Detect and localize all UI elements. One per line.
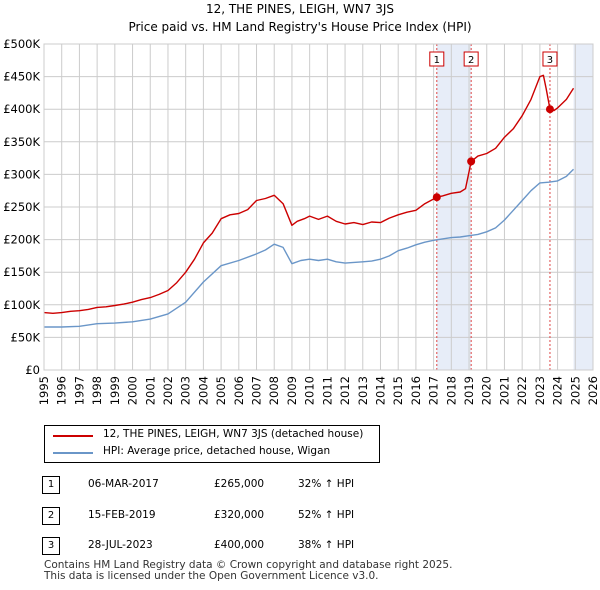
x-tick-label: 2016 [409, 376, 423, 405]
y-tick-label: £500K [3, 37, 40, 51]
legend-label-hpi: HPI: Average price, detached house, Wiga… [103, 445, 331, 457]
sale-number-badge: 2 [42, 507, 60, 525]
sale-row: 2 15-FEB-2019 £320,000 52% ↑ HPI [0, 507, 600, 529]
y-tick-label: £350K [3, 135, 40, 149]
sale-date: 15-FEB-2019 [88, 509, 156, 521]
y-tick-label: £100K [3, 298, 40, 312]
sale-row: 3 28-JUL-2023 £400,000 38% ↑ HPI [0, 537, 600, 559]
sale-point [467, 157, 476, 166]
sale-date: 06-MAR-2017 [88, 478, 159, 490]
sale-marker-label: 3 [547, 55, 553, 66]
y-tick-label: £200K [3, 233, 40, 247]
x-tick-label: 1997 [72, 376, 86, 405]
series-line-property [43, 74, 575, 314]
legend: 12, THE PINES, LEIGH, WN7 3JS (detached … [44, 425, 380, 463]
x-tick-label: 2009 [285, 376, 299, 405]
x-tick-label: 2006 [232, 376, 246, 405]
x-tick-label: 1996 [55, 376, 69, 405]
sale-marker-label: 1 [434, 55, 440, 66]
sale-point [545, 105, 554, 114]
x-tick-label: 2007 [250, 376, 264, 405]
x-tick-label: 2003 [179, 376, 193, 405]
x-tick-label: 2008 [267, 376, 281, 405]
x-tick-label: 2015 [391, 376, 405, 405]
sale-price: £320,000 [214, 509, 265, 521]
sale-marker-box [463, 51, 479, 67]
legend-swatch-blue [53, 452, 93, 454]
chart-subtitle: Price paid vs. HM Land Registry's House … [128, 20, 471, 34]
sale-marker-box [542, 51, 558, 67]
sale-marker-label: 2 [468, 55, 474, 66]
sale-hpi-change: 52% ↑ HPI [298, 509, 355, 521]
y-tick-label: £0 [25, 363, 40, 377]
sale-point [432, 193, 441, 202]
sale-hpi-change: 32% ↑ HPI [298, 478, 355, 490]
sale-marker-box [429, 51, 445, 67]
legend-swatch-red [53, 435, 93, 437]
x-tick-label: 1998 [90, 376, 104, 405]
sale-date: 28-JUL-2023 [88, 539, 153, 551]
x-tick-label: 2017 [427, 376, 441, 405]
plot-frame [43, 43, 594, 371]
x-tick-label: 2005 [214, 376, 228, 405]
sale-number-badge: 1 [42, 476, 60, 494]
y-tick-label: £150K [3, 265, 40, 279]
sale-row: 1 06-MAR-2017 £265,000 32% ↑ HPI [0, 476, 600, 498]
x-tick-label: 2022 [515, 376, 529, 405]
series-line-hpi [44, 168, 574, 328]
sale-price: £265,000 [214, 478, 265, 490]
x-tick-label: 2018 [444, 376, 458, 405]
x-tick-label: 2025 [568, 376, 582, 405]
legend-label-property: 12, THE PINES, LEIGH, WN7 3JS (detached … [103, 428, 364, 440]
y-tick-label: £400K [3, 102, 40, 116]
sale-price: £400,000 [214, 539, 265, 551]
price-chart: 12, THE PINES, LEIGH, WN7 3JS Price paid… [3, 2, 600, 405]
x-tick-label: 2024 [551, 376, 565, 405]
sale-hpi-change: 38% ↑ HPI [298, 539, 355, 551]
footer-line-1: Contains HM Land Registry data © Crown c… [44, 559, 453, 571]
x-tick-label: 2000 [126, 376, 140, 405]
x-tick-label: 2011 [320, 376, 334, 405]
chart-title: 12, THE PINES, LEIGH, WN7 3JS [206, 2, 394, 16]
x-tick-label: 2013 [356, 376, 370, 405]
y-tick-label: £450K [3, 70, 40, 84]
x-tick-label: 2014 [373, 376, 387, 405]
footer-line-2: This data is licensed under the Open Gov… [44, 570, 379, 582]
x-tick-label: 2001 [143, 376, 157, 405]
x-tick-label: 2026 [586, 376, 600, 405]
y-tick-label: £300K [3, 167, 40, 181]
x-tick-label: 1995 [37, 376, 51, 405]
footer-attribution: Contains HM Land Registry data © Crown c… [44, 560, 452, 582]
y-tick-label: £250K [3, 200, 40, 214]
x-tick-label: 2010 [303, 376, 317, 405]
x-tick-label: 2019 [462, 376, 476, 405]
x-tick-label: 2002 [161, 376, 175, 405]
y-tick-label: £50K [11, 330, 41, 344]
x-tick-label: 2021 [497, 376, 511, 405]
x-tick-label: 2004 [196, 376, 210, 405]
x-tick-label: 2012 [338, 376, 352, 405]
x-tick-label: 2023 [533, 376, 547, 405]
x-tick-label: 2020 [480, 376, 494, 405]
sale-number-badge: 3 [42, 537, 60, 555]
x-tick-label: 1999 [108, 376, 122, 405]
